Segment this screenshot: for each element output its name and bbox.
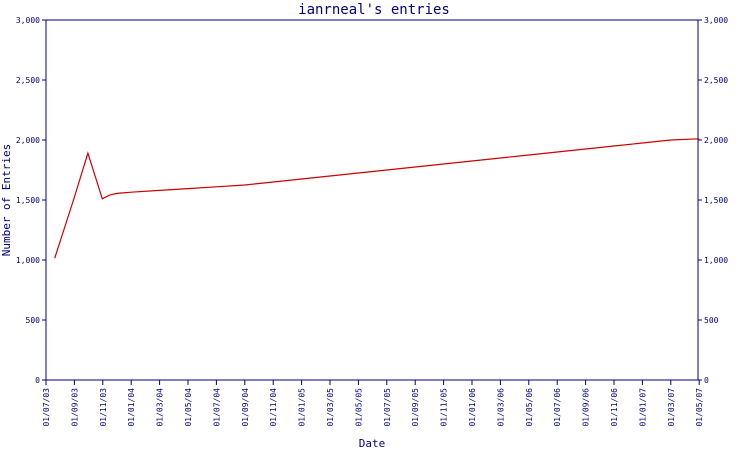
y-tick-label-left: 0 (35, 376, 40, 385)
x-tick-label: 01/05/06 (525, 388, 534, 427)
x-tick-label: 01/05/07 (695, 388, 704, 427)
x-tick-label: 01/11/04 (269, 388, 278, 427)
x-axis-label: Date (359, 437, 386, 450)
x-tick-label: 01/09/04 (241, 388, 250, 427)
x-tick-label: 01/11/06 (610, 388, 619, 427)
y-tick-label-right: 0 (704, 376, 709, 385)
x-tick-label: 01/09/06 (582, 388, 591, 427)
y-tick-label-left: 3,000 (16, 16, 40, 25)
x-tick-label: 01/03/07 (667, 388, 676, 427)
x-tick-label: 01/05/04 (184, 388, 193, 427)
series-layer (54, 138, 700, 259)
x-tick-label: 01/07/05 (383, 388, 392, 427)
x-tick-label: 01/09/05 (411, 388, 420, 427)
y-axis-label: Number of Entries (0, 144, 13, 257)
y-tick-label-right: 500 (704, 316, 719, 325)
x-tick-label: 01/07/04 (212, 388, 221, 427)
x-tick-label: 01/05/05 (354, 388, 363, 427)
x-tick-label: 01/03/05 (326, 388, 335, 427)
y-tick-label-right: 3,000 (704, 16, 728, 25)
x-tick-label: 01/09/03 (70, 388, 79, 427)
x-tick-label: 01/07/06 (553, 388, 562, 427)
x-tick-label: 01/03/06 (496, 388, 505, 427)
y-tick-label-left: 500 (26, 316, 41, 325)
x-tick-label: 01/01/07 (638, 388, 647, 427)
axis-ticks: 0 0 500 500 1,000 1,000 1,500 1,500 2,000 2,000 2,… (16, 16, 728, 427)
plot-frame (45, 19, 699, 381)
y-tick-label-right: 2,500 (704, 76, 728, 85)
x-tick-label: 01/11/05 (440, 388, 449, 427)
y-tick-label-left: 2,000 (16, 136, 40, 145)
x-tick-label: 01/07/03 (42, 388, 51, 427)
y-tick-label-left: 1,000 (16, 256, 40, 265)
x-tick-label: 01/03/04 (156, 388, 165, 427)
x-tick-label: 01/11/03 (99, 388, 108, 427)
series-line (54, 138, 700, 259)
y-tick-label-right: 1,000 (704, 256, 728, 265)
y-tick-label-right: 1,500 (704, 196, 728, 205)
y-tick-label-left: 1,500 (16, 196, 40, 205)
y-tick-label-left: 2,500 (16, 76, 40, 85)
x-tick-label: 01/01/04 (127, 388, 136, 427)
y-tick-label-right: 2,000 (704, 136, 728, 145)
x-tick-label: 01/01/06 (468, 388, 477, 427)
x-tick-label: 01/01/05 (298, 388, 307, 427)
chart-title: ianrneal's entries (298, 2, 450, 18)
